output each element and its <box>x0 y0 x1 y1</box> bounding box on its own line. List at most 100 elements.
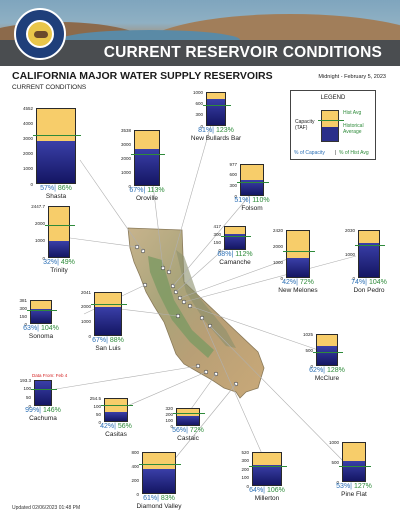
don-pedro-tick-label: 1000 <box>344 251 355 257</box>
folsom-tick-label: 600 <box>229 172 237 178</box>
folsom-pct-separator: | <box>248 197 253 204</box>
shasta-tick-label: 0 <box>30 181 33 187</box>
shasta-tick-label: 4552 <box>22 105 33 111</box>
pine-flat-percentages: 53%| 127% <box>324 483 384 490</box>
castaic-pct-capacity: 56% <box>172 427 187 434</box>
casitas-tick-label: 50 <box>95 411 101 417</box>
folsom-tick-label: 0 <box>234 193 237 199</box>
trinity-tick-label: 2447.7 <box>31 203 45 209</box>
casitas-capacity-bar <box>101 398 133 422</box>
san-luis-pct-separator: | <box>106 337 110 344</box>
camanche-pct-separator: | <box>231 251 236 258</box>
new-melones-tick-label: 1000 <box>272 259 283 265</box>
trinity-pct-capacity: 32% <box>43 259 58 266</box>
report-date: Midnight - February 5, 2023 <box>318 74 386 80</box>
mcclure-percentages: 62%| 128% <box>297 367 357 374</box>
shasta-capacity-bar <box>33 108 81 184</box>
oroville-tick-label: 0 <box>128 183 131 189</box>
castaic-storage-fill <box>177 416 199 425</box>
millerton-tick-label: 100 <box>241 475 249 480</box>
millerton-pct-capacity: 64% <box>249 487 264 494</box>
mcclure-capacity-bar <box>313 334 343 366</box>
millerton-hist-avg-line <box>249 466 287 468</box>
castaic-tick-label: 320 <box>165 405 173 411</box>
don-pedro-percentages: 74%| 104% <box>339 279 399 286</box>
folsom-pct-hist: 110% <box>252 197 270 204</box>
new-melones-pct-separator: | <box>296 279 300 286</box>
diamond-valley-pct-hist: 83% <box>160 495 175 502</box>
cachuma-capacity-bar <box>31 380 57 406</box>
shasta-name: Shasta <box>45 193 67 200</box>
san-luis-tick-label: 0 <box>88 333 91 339</box>
diamond-valley-pct-separator: | <box>157 495 161 502</box>
cachuma-hist-avg-line <box>31 389 57 391</box>
page-title: CALIFORNIA MAJOR WATER SUPPLY RESERVOIRS <box>12 70 273 82</box>
diamond-valley-tick-label: 800 <box>131 449 139 455</box>
mcclure-hist-avg-line <box>313 351 343 353</box>
sonoma-tick-label: 300 <box>19 305 27 311</box>
camanche-pct-capacity: 68% <box>217 251 232 258</box>
diamond-valley-tick-label: 400 <box>131 463 139 469</box>
cachuma-percentages: 99%| 146% <box>13 407 73 414</box>
camanche-pct-hist: 112% <box>235 251 253 258</box>
shasta-tick-label: 1000 <box>22 166 33 172</box>
cachuma-tick-label: 50 <box>25 394 31 400</box>
trinity-tick-label: 1000 <box>34 238 45 244</box>
san-luis-hist-avg-line <box>91 303 127 305</box>
folsom-pct-capacity: 51% <box>234 197 249 204</box>
pine-flat-hist-avg-line <box>339 466 371 468</box>
sonoma-tick-label: 150 <box>19 313 27 319</box>
legend-title: LEGEND <box>320 95 346 101</box>
san-luis-pct-hist: 88% <box>109 337 124 344</box>
oroville-tick-label: 3000 <box>120 141 131 147</box>
casitas-pct-hist: 56% <box>117 423 132 430</box>
cachuma-name: Cachuma <box>29 415 57 422</box>
legend-sample-storage <box>322 126 338 141</box>
castaic-pct-hist: 72% <box>189 427 204 434</box>
don-pedro-capacity-bar <box>355 230 385 278</box>
new-bullards-bar-pct-capacity: 81% <box>198 127 213 134</box>
sonoma-capacity-bar <box>27 300 57 324</box>
sonoma-storage-fill <box>31 309 51 323</box>
oroville-name: Oroville <box>135 195 159 202</box>
new-melones-capacity-bar <box>283 230 315 278</box>
folsom-tick-label: 977 <box>229 161 237 167</box>
sonoma-percentages: 63%| 104% <box>11 325 71 332</box>
castaic-tick-label: 0 <box>170 423 173 429</box>
legend-sample-bar <box>318 110 344 142</box>
don-pedro-pct-separator: | <box>365 279 369 286</box>
trinity-hist-avg-line <box>45 225 75 227</box>
trinity-name: Trinity <box>50 267 68 274</box>
new-melones-tick-label: 2000 <box>272 243 283 249</box>
san-luis-percentages: 67%| 88% <box>78 337 138 344</box>
dwr-seal-logo <box>14 8 66 60</box>
sonoma-hist-avg-line <box>27 310 57 312</box>
sonoma-tick-label: 0 <box>24 321 27 327</box>
legend-hist-avg-label: Hist Avg <box>343 110 362 116</box>
new-bullards-bar-tick-label: 300 <box>195 112 203 118</box>
new-bullards-bar-tick-label: 1000 <box>192 89 203 95</box>
legend-historical-average-label: Historical Average <box>343 123 364 135</box>
shasta-tick-label: 3000 <box>22 135 33 141</box>
updated-timestamp: Updated 02/06/2023 01:48 PM <box>12 505 81 511</box>
new-melones-name: New Melones <box>278 287 318 294</box>
trinity-capacity-bar <box>45 206 75 258</box>
cachuma-tick-label: 100 <box>23 386 31 392</box>
diamond-valley-storage-fill <box>143 468 175 493</box>
san-luis-tick-label: 2000 <box>80 304 91 310</box>
shasta-tick-label: 2000 <box>22 151 33 157</box>
folsom-percentages: 51%| 110% <box>222 197 282 204</box>
new-melones-pct-hist: 72% <box>299 279 314 286</box>
oroville-tick-label: 3538 <box>120 127 131 133</box>
shasta-hist-avg-line <box>33 134 81 136</box>
trinity-storage-fill <box>49 241 69 257</box>
pine-flat-capacity-bar <box>339 442 371 482</box>
sonoma-pct-separator: | <box>37 325 41 332</box>
camanche-tick-label: 150 <box>213 239 221 245</box>
camanche-percentages: 68%| 112% <box>205 251 265 258</box>
mcclure-name: McClure <box>314 375 340 382</box>
shasta-pct-capacity: 57% <box>40 185 55 192</box>
new-melones-percentages: 42%| 72% <box>268 279 328 286</box>
don-pedro-hist-avg-line <box>355 244 385 246</box>
mcclure-tick-label: 500 <box>305 347 313 353</box>
